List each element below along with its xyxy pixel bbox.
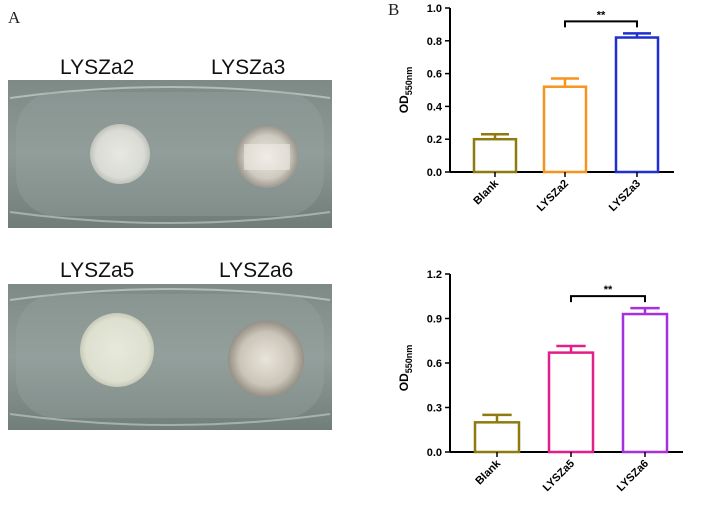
significance-bracket <box>570 295 646 303</box>
plate-label-lyza2: LYSZa2 <box>60 56 135 79</box>
significance-label: ** <box>597 9 606 21</box>
x-tick-label: Blank <box>471 177 501 207</box>
y-axis-label: OD550nm <box>397 67 414 114</box>
y-tick-label: 0.8 <box>427 36 442 48</box>
y-tick-label: 0.2 <box>427 134 442 146</box>
bar-blank <box>473 421 521 454</box>
y-tick-label: 1.0 <box>427 3 442 15</box>
x-tick-label: Blank <box>473 457 503 487</box>
significance-bracket <box>564 20 638 28</box>
colony-lysza2 <box>90 124 150 184</box>
bar-chart-top: OD550nm 0.0 0.2 0.4 0.6 0.8 1.0 Blank LYSZa2 LYS… <box>397 3 674 214</box>
agar-plate-top <box>8 80 332 228</box>
x-tick-label: LYSZa6 <box>615 458 651 494</box>
x-tick-label: LYSZa5 <box>541 458 577 494</box>
panel-letter-a: A <box>8 8 21 27</box>
y-axis-label: OD550nm <box>397 345 414 392</box>
x-tick-label: LYSZa3 <box>607 178 643 214</box>
y-tick-label: 0.9 <box>427 314 442 326</box>
plate-label-lyza3: LYSZa3 <box>211 56 286 79</box>
significance-label: ** <box>604 284 613 296</box>
bar-chart-bottom: OD550nm 0.0 0.3 0.6 0.9 1.2 Blank LYSZa5 LYSZa6… <box>397 269 683 494</box>
panel-letter-b: B <box>388 0 400 19</box>
agar-plate-bottom <box>8 284 332 430</box>
x-tick-label: LYSZa2 <box>535 178 571 214</box>
plate-label-lyza5: LYSZa5 <box>60 259 135 282</box>
bar-lysza5 <box>547 351 595 454</box>
bar-lysza6 <box>621 312 669 454</box>
y-tick-label: 0.6 <box>427 358 442 370</box>
bar-lysza2 <box>542 85 588 174</box>
y-tick-label: 0.0 <box>427 447 442 459</box>
y-tick-label: 0.3 <box>427 403 442 415</box>
plate-label-lyza6: LYSZa6 <box>219 259 294 282</box>
colony-lysza5 <box>80 313 154 387</box>
bar-blank <box>472 137 518 174</box>
colony-lysza6 <box>228 321 304 397</box>
y-tick-label: 0.0 <box>427 167 442 179</box>
y-tick-label: 1.2 <box>427 269 442 281</box>
y-tick-label: 0.6 <box>427 69 442 81</box>
y-tick-label: 0.4 <box>427 101 443 113</box>
bar-lysza3 <box>614 36 660 174</box>
